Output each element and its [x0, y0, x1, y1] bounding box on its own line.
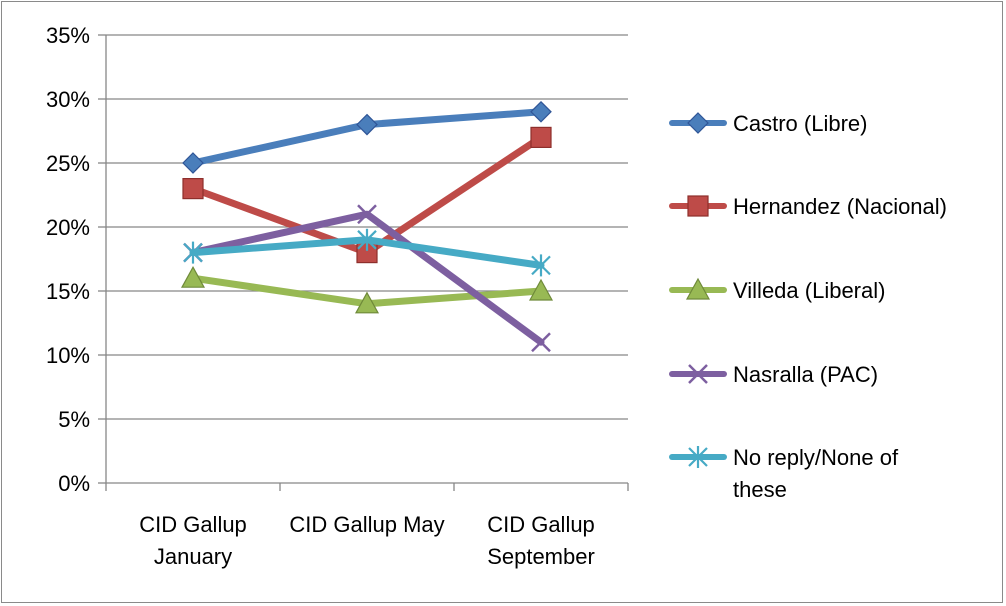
y-tick-label: 15%	[46, 279, 90, 304]
axes	[105, 35, 629, 491]
y-tick-label: 20%	[46, 215, 90, 240]
x-category-label: CID Gallup September	[487, 512, 595, 569]
x-category-label: CID Gallup January	[139, 512, 247, 569]
data-series	[180, 100, 554, 353]
data-point	[183, 241, 203, 264]
y-tick-label: 25%	[46, 151, 90, 176]
legend-item: Castro (Libre)	[669, 111, 867, 136]
legend-marker	[685, 277, 711, 300]
data-point	[530, 100, 552, 123]
series-1	[182, 126, 552, 264]
data-point	[182, 152, 204, 174]
data-point	[531, 332, 551, 353]
data-point	[180, 265, 206, 288]
y-axis-tick-labels: 0% 5% 10% 15% 20% 25% 30% 35%	[46, 23, 90, 496]
legend-item: No reply/None of these	[669, 445, 899, 502]
series-4	[183, 228, 551, 277]
data-point	[357, 228, 377, 251]
legend-label: Castro (Libre)	[733, 111, 867, 136]
legend-marker	[687, 112, 709, 134]
data-point	[182, 178, 204, 200]
marker-stroke	[688, 364, 708, 384]
legend-item: Hernandez (Nacional)	[669, 194, 947, 219]
marker-stroke	[357, 204, 377, 225]
legend-label: Hernandez (Nacional)	[733, 194, 947, 219]
legend-marker	[687, 195, 709, 217]
series-0	[182, 100, 552, 174]
y-tick-label: 30%	[46, 87, 90, 112]
x-axis-category-labels: CID Gallup January CID Gallup May CID Gallu…	[139, 512, 595, 569]
y-tick-label: 35%	[46, 23, 90, 48]
data-point	[356, 113, 378, 136]
legend-label: Villeda (Liberal)	[733, 278, 885, 303]
legend: Castro (Libre) Hernandez (Nacional) Villed…	[669, 111, 947, 502]
data-point	[530, 126, 552, 149]
y-tick-label: 10%	[46, 343, 90, 368]
legend-marker	[688, 446, 708, 468]
data-point	[357, 204, 377, 225]
data-point	[531, 254, 551, 277]
data-point	[354, 291, 380, 314]
y-tick-label: 0%	[58, 471, 90, 496]
legend-label: Nasralla (PAC)	[733, 362, 878, 387]
legend-item: Villeda (Liberal)	[669, 277, 885, 303]
legend-marker	[688, 364, 708, 384]
y-tick-label: 5%	[58, 407, 90, 432]
legend-item: Nasralla (PAC)	[669, 362, 878, 387]
legend-label: No reply/None of these	[733, 445, 899, 502]
data-point	[528, 278, 554, 301]
marker-stroke	[531, 332, 551, 353]
x-category-label: CID Gallup May	[289, 512, 444, 537]
